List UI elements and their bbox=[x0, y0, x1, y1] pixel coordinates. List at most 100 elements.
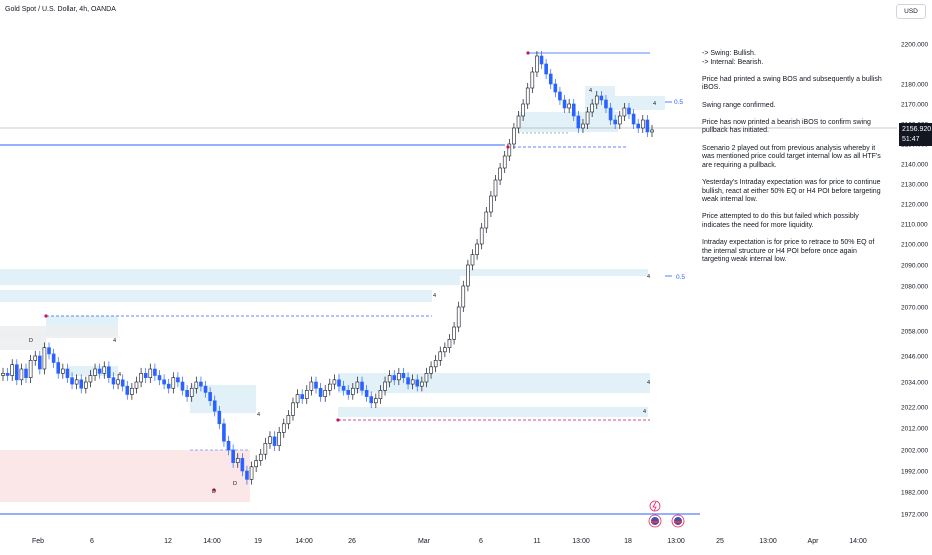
candle-body bbox=[484, 211, 489, 229]
candle bbox=[424, 367, 429, 388]
y-tick-label: 2100.000 bbox=[901, 242, 928, 249]
candle-body bbox=[544, 63, 548, 75]
x-tick-label: 6 bbox=[90, 538, 94, 545]
candle bbox=[420, 376, 424, 392]
candle bbox=[222, 418, 226, 447]
poi-zone bbox=[68, 366, 118, 376]
poi-label: 4 bbox=[647, 380, 650, 386]
candle-body bbox=[608, 107, 613, 121]
candle-body bbox=[33, 355, 38, 361]
candle bbox=[272, 431, 277, 452]
currency-button[interactable]: USD bbox=[896, 4, 926, 19]
candle-body bbox=[530, 71, 535, 89]
candle-body bbox=[157, 375, 162, 381]
candle-body bbox=[516, 115, 521, 129]
candle-body bbox=[1, 373, 5, 376]
y-tick-label: 2200.000 bbox=[901, 42, 928, 49]
candle bbox=[544, 59, 548, 79]
candle-body bbox=[93, 368, 97, 376]
candle-body bbox=[470, 254, 475, 266]
candle bbox=[401, 367, 406, 384]
time-axis[interactable]: Feb 6 12 14:00 19 14:00 26 Mar 6 11 13:00 18 13:00 25… bbox=[32, 538, 867, 545]
candle bbox=[553, 79, 558, 97]
candle-body bbox=[392, 375, 397, 381]
symbol-title[interactable]: Gold Spot / U.S. Dollar, 4h, OANDA bbox=[5, 6, 116, 13]
y-tick-label: 1972.000 bbox=[901, 512, 928, 519]
candle bbox=[599, 91, 604, 105]
candle-body bbox=[383, 381, 387, 391]
candle bbox=[277, 426, 281, 452]
candle-body bbox=[56, 362, 61, 374]
candle-body bbox=[84, 381, 88, 389]
candle-body bbox=[185, 390, 189, 397]
candle bbox=[346, 385, 351, 400]
candle-body bbox=[479, 227, 484, 245]
candle bbox=[51, 348, 56, 368]
candle bbox=[590, 99, 594, 117]
candle-body bbox=[263, 443, 268, 455]
candle bbox=[429, 361, 433, 379]
candle-body bbox=[171, 377, 176, 389]
candle bbox=[461, 280, 466, 312]
candle-body bbox=[51, 353, 56, 363]
candle bbox=[360, 376, 364, 396]
poi-label: 4 bbox=[433, 293, 436, 299]
candle bbox=[157, 370, 162, 386]
candle bbox=[498, 163, 502, 185]
candle bbox=[268, 431, 272, 449]
candle bbox=[521, 99, 525, 121]
candle bbox=[245, 465, 249, 485]
candle bbox=[143, 367, 148, 384]
candle-body bbox=[226, 440, 231, 451]
candle bbox=[383, 376, 387, 396]
us-flag-icon bbox=[651, 521, 659, 523]
price-axis[interactable]: 2200.0002180.0002170.0002160.0002150.000… bbox=[897, 0, 932, 520]
candle-body bbox=[461, 285, 466, 308]
y-tick-label: 2012.000 bbox=[901, 426, 928, 433]
candle-body bbox=[452, 326, 456, 340]
candle bbox=[470, 249, 475, 271]
lightning-icon bbox=[652, 501, 657, 512]
candle-body bbox=[47, 347, 51, 355]
candle bbox=[410, 374, 415, 390]
candle-body bbox=[254, 460, 258, 468]
candle bbox=[548, 69, 553, 89]
candle-body bbox=[65, 368, 70, 378]
candle-body bbox=[102, 366, 107, 374]
candle bbox=[97, 363, 102, 379]
candle-body bbox=[498, 167, 502, 181]
candle bbox=[102, 361, 107, 379]
poi-label: 4 bbox=[589, 88, 592, 94]
candle bbox=[171, 372, 176, 394]
candle bbox=[443, 342, 447, 358]
structure-lines bbox=[0, 52, 932, 515]
candle bbox=[387, 370, 392, 388]
candle-body bbox=[360, 381, 364, 391]
candle bbox=[364, 385, 369, 402]
candle bbox=[93, 363, 97, 381]
candle-body bbox=[576, 115, 581, 129]
candle bbox=[240, 453, 245, 477]
candle bbox=[166, 378, 171, 394]
poi-label: 4 bbox=[647, 274, 650, 280]
poi-zone bbox=[338, 407, 648, 417]
poi-zones bbox=[0, 86, 665, 502]
candle-body bbox=[10, 364, 15, 376]
candle-body bbox=[571, 103, 576, 117]
candle-body bbox=[562, 99, 567, 109]
analysis-notes: -> Swing: Bullish. -> Internal: Bearish.… bbox=[702, 50, 884, 273]
candle bbox=[120, 374, 125, 392]
candle bbox=[111, 372, 116, 390]
candle bbox=[208, 387, 212, 406]
candle bbox=[571, 99, 576, 121]
poi-zone bbox=[0, 450, 250, 462]
candle bbox=[153, 363, 157, 381]
candle bbox=[258, 448, 263, 466]
candle-body bbox=[291, 402, 295, 416]
candle-body bbox=[203, 385, 208, 393]
note-paragraph: Price had printed a swing BOS and subseq… bbox=[702, 75, 882, 92]
candle-body bbox=[397, 373, 401, 381]
candle-body bbox=[613, 119, 617, 125]
candle-body bbox=[590, 103, 594, 113]
candle bbox=[525, 83, 530, 109]
